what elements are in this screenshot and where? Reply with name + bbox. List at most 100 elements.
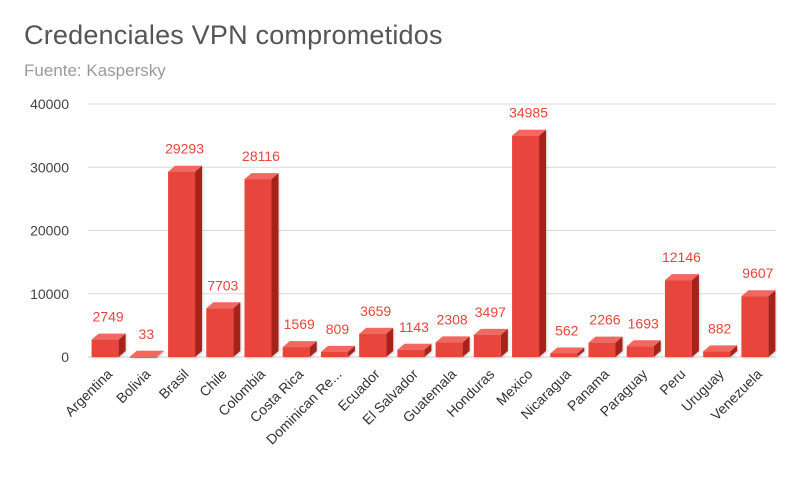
data-label: 562 xyxy=(555,322,579,338)
bar-top xyxy=(664,274,699,281)
bar-front xyxy=(397,349,425,357)
bar-top xyxy=(512,129,547,136)
data-label: 1569 xyxy=(284,316,315,332)
bar-side xyxy=(118,333,126,357)
data-label: 1143 xyxy=(399,319,429,335)
bar-side xyxy=(424,343,432,357)
bar-side xyxy=(233,302,241,357)
bar xyxy=(397,343,432,357)
bar-top xyxy=(206,302,241,309)
bar-top xyxy=(588,336,623,343)
bar-top xyxy=(359,327,394,334)
bar xyxy=(703,345,738,357)
bar-top xyxy=(550,347,585,354)
data-label: 1693 xyxy=(628,315,659,331)
bar-top xyxy=(435,336,470,343)
bar-side xyxy=(195,165,203,357)
y-axis: 0 10000 20000 30000 40000 xyxy=(30,96,69,365)
x-tick-label: Peru xyxy=(656,366,688,398)
bar xyxy=(206,302,241,357)
bar-side xyxy=(271,173,279,357)
bar-top xyxy=(168,165,203,172)
y-tick-label: 30000 xyxy=(30,159,69,175)
y-tick-label: 40000 xyxy=(30,96,69,112)
data-label: 33 xyxy=(139,326,155,342)
bar-front xyxy=(703,351,731,357)
data-label: 3497 xyxy=(475,304,506,320)
bar xyxy=(359,327,394,357)
bar xyxy=(129,350,164,358)
bar xyxy=(550,347,585,357)
bar-top xyxy=(703,345,738,352)
bars xyxy=(91,129,776,358)
bar-side xyxy=(539,129,547,357)
bar-front xyxy=(741,296,769,357)
bar-side xyxy=(462,336,470,357)
bar-side xyxy=(615,336,623,357)
data-label: 9607 xyxy=(742,265,773,281)
bar-top xyxy=(129,350,164,357)
bar xyxy=(435,336,470,357)
data-label: 12146 xyxy=(662,249,701,265)
bar-front xyxy=(588,342,616,357)
y-tick-label: 0 xyxy=(61,349,69,365)
bar xyxy=(588,336,623,357)
data-label: 2749 xyxy=(93,309,124,325)
bar-top xyxy=(626,340,661,347)
bar xyxy=(626,340,661,357)
bar-side xyxy=(768,290,776,357)
bar-side xyxy=(577,347,585,357)
bar xyxy=(664,274,699,357)
data-label: 2308 xyxy=(437,311,468,327)
bar-front xyxy=(244,179,272,357)
bar-front xyxy=(91,339,119,357)
bar xyxy=(473,328,508,357)
bar-front xyxy=(129,356,157,358)
bar xyxy=(282,341,317,357)
bar-front xyxy=(206,308,234,357)
bar xyxy=(320,345,355,357)
bar-side xyxy=(691,274,699,357)
bar-top xyxy=(741,290,776,297)
x-tick-label: Argentina xyxy=(62,366,116,420)
bar-front xyxy=(168,171,196,357)
gridlines xyxy=(88,103,776,358)
bar-side xyxy=(156,350,164,357)
bar-front xyxy=(626,346,654,357)
data-label: 3659 xyxy=(360,303,391,319)
bar-side xyxy=(653,340,661,357)
data-label: 34985 xyxy=(509,105,548,121)
bar-top xyxy=(320,345,355,352)
bar xyxy=(741,290,776,357)
data-label: 809 xyxy=(326,321,350,337)
bar-side xyxy=(500,328,508,357)
y-tick-label: 10000 xyxy=(30,286,69,302)
x-tick-label: Brasil xyxy=(156,366,192,402)
y-tick-label: 20000 xyxy=(30,223,69,239)
bar-side xyxy=(309,341,317,357)
bar xyxy=(168,165,203,357)
bar-top xyxy=(397,343,432,350)
bar-front xyxy=(512,135,540,357)
bar-top xyxy=(244,173,279,180)
bar-side xyxy=(347,345,355,357)
data-label: 29293 xyxy=(165,141,204,157)
bar-front xyxy=(664,280,692,357)
chart-subtitle: Fuente: Kaspersky xyxy=(24,61,166,80)
data-label: 2266 xyxy=(589,312,620,328)
bar xyxy=(512,129,547,357)
bar-top xyxy=(91,333,126,340)
bar-front xyxy=(320,351,348,357)
bar-top xyxy=(473,328,508,335)
x-tick-label: Bolivia xyxy=(113,366,154,407)
bar-front xyxy=(550,353,578,357)
bar xyxy=(91,333,126,357)
data-label: 882 xyxy=(708,320,732,336)
bar-front xyxy=(359,333,387,357)
bar-side xyxy=(730,345,738,357)
bar xyxy=(244,173,279,357)
data-label: 7703 xyxy=(207,277,238,293)
bar-front xyxy=(473,334,501,357)
